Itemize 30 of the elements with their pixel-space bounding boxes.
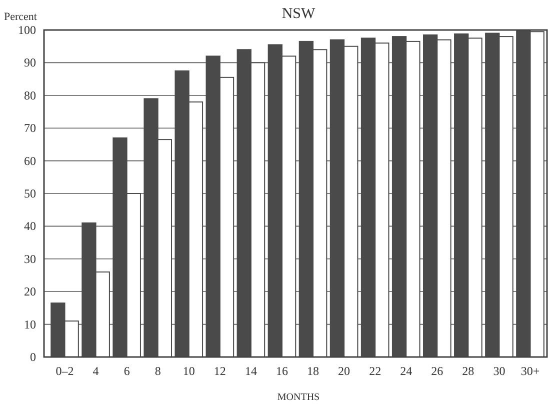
x-tick-label: 18: [307, 364, 320, 378]
y-tick-label: 10: [24, 317, 36, 332]
x-tick-label: 24: [400, 364, 412, 378]
x-tick-label: 4: [92, 364, 99, 378]
y-tick-label: 50: [24, 186, 36, 200]
x-axis-title: MONTHS: [277, 392, 320, 403]
y-tick-label: 0: [30, 350, 36, 364]
x-tick-label: 20: [338, 364, 350, 378]
y-axis-title: Percent: [4, 11, 37, 23]
x-tick-label: 8: [154, 364, 161, 378]
y-tick-label: 60: [24, 154, 36, 168]
y-tick-label: 70: [24, 121, 36, 136]
chart-title: NSW: [282, 6, 316, 22]
x-tick-label: 0–2: [56, 364, 74, 378]
x-tick-label: 14: [244, 364, 257, 378]
y-tick-label: 80: [24, 88, 36, 102]
y-tick-label: 100: [18, 23, 36, 37]
x-tick-label: 30+: [520, 364, 540, 378]
y-tick-label: 40: [24, 219, 36, 234]
x-tick-label: 16: [276, 364, 288, 378]
x-tick-label: 28: [462, 364, 474, 378]
x-tick-label: 12: [214, 364, 226, 378]
y-tick-label: 20: [24, 284, 36, 299]
y-tick-label: 30: [24, 252, 36, 266]
x-tick-label: 6: [124, 364, 130, 378]
y-tick-label: 90: [24, 56, 36, 70]
x-tick-label: 30: [493, 364, 506, 378]
x-tick-label: 22: [369, 364, 382, 378]
x-tick-label: 26: [431, 364, 444, 378]
x-tick-label: 10: [182, 364, 195, 378]
